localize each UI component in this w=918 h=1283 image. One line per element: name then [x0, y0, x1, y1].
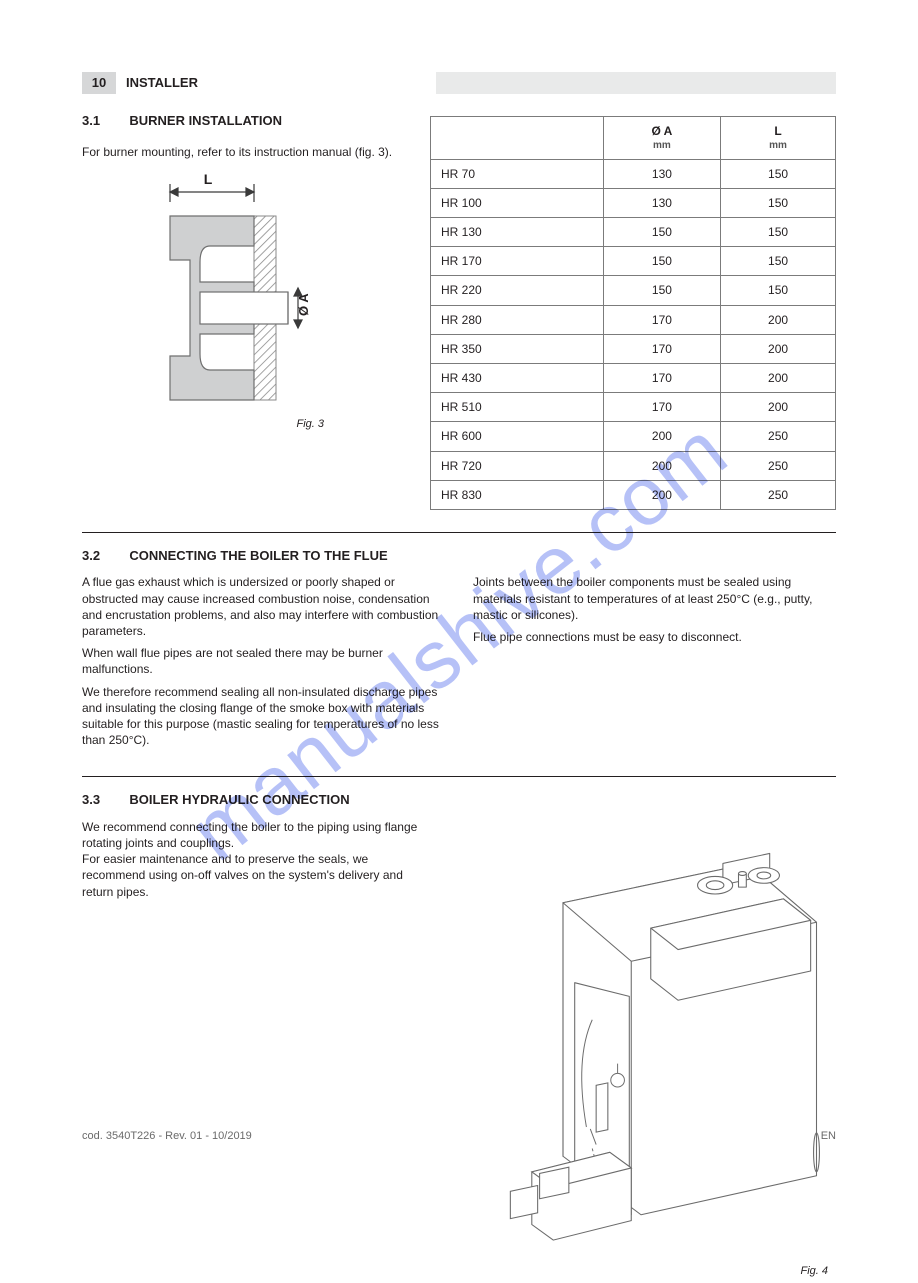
table-cell: 150 — [603, 247, 720, 276]
th-A: Ø A mm — [603, 117, 720, 160]
table-cell: 150 — [721, 247, 836, 276]
table-row: HR 720200250 — [431, 451, 836, 480]
section-title: BOILER HYDRAULIC CONNECTION — [129, 792, 349, 807]
page-footer: cod. 3540T226 - Rev. 01 - 10/2019 EN — [82, 1129, 836, 1144]
table-cell: 150 — [721, 159, 836, 188]
table-row: HR 280170200 — [431, 305, 836, 334]
th-L-main: L — [731, 123, 825, 139]
table-cell: 200 — [721, 364, 836, 393]
intro-text: For burner mounting, refer to its instru… — [82, 144, 402, 160]
th-A-main: Ø A — [614, 123, 710, 139]
header-strip — [436, 72, 836, 94]
th-blank — [431, 117, 604, 160]
table-cell: 170 — [603, 305, 720, 334]
table-cell: HR 430 — [431, 364, 604, 393]
dimension-table: Ø A mm L mm HR 70130150HR 100130150HR 13… — [430, 116, 836, 510]
table-cell: HR 220 — [431, 276, 604, 305]
table-cell: HR 70 — [431, 159, 604, 188]
table-cell: 250 — [721, 422, 836, 451]
p32-2: When wall flue pipes are not sealed ther… — [82, 645, 445, 677]
table-cell: 150 — [721, 188, 836, 217]
fig4-caption: Fig. 4 — [800, 1264, 828, 1279]
dim-A-label: Ø A — [296, 292, 311, 315]
table-row: HR 70130150 — [431, 159, 836, 188]
th-L: L mm — [721, 117, 836, 160]
section-num: 3.2 — [82, 547, 126, 565]
page-header: 10 INSTALLER — [82, 72, 836, 94]
burner-diagram: L — [82, 170, 342, 430]
table-cell: HR 510 — [431, 393, 604, 422]
table-cell: 130 — [603, 159, 720, 188]
table-row: HR 350170200 — [431, 334, 836, 363]
table-cell: HR 100 — [431, 188, 604, 217]
th-A-sub: mm — [614, 139, 710, 153]
section-heading-31: 3.1 BURNER INSTALLATION — [82, 112, 402, 130]
table-cell: HR 170 — [431, 247, 604, 276]
table-cell: HR 130 — [431, 218, 604, 247]
table-cell: 150 — [603, 218, 720, 247]
table-cell: 150 — [721, 276, 836, 305]
table-cell: 170 — [603, 364, 720, 393]
table-row: HR 510170200 — [431, 393, 836, 422]
table-row: HR 600200250 — [431, 422, 836, 451]
th-L-sub: mm — [731, 139, 825, 153]
footer-right: EN — [821, 1129, 836, 1144]
table-row: HR 220150150 — [431, 276, 836, 305]
table-cell: HR 600 — [431, 422, 604, 451]
table-cell: 250 — [721, 480, 836, 509]
table-cell: 150 — [721, 218, 836, 247]
dim-L-label: L — [204, 171, 213, 187]
table-cell: HR 280 — [431, 305, 604, 334]
table-row: HR 170150150 — [431, 247, 836, 276]
table-cell: HR 350 — [431, 334, 604, 363]
table-cell: 130 — [603, 188, 720, 217]
table-row: HR 130150150 — [431, 218, 836, 247]
table-cell: HR 830 — [431, 480, 604, 509]
divider-2 — [82, 776, 836, 777]
p33-2: For easier maintenance and to preserve t… — [82, 851, 422, 900]
table-cell: 200 — [721, 334, 836, 363]
fig3-caption: Fig. 3 — [296, 417, 324, 432]
section-title: BURNER INSTALLATION — [129, 113, 282, 128]
page-number-box: 10 — [82, 72, 116, 94]
table-cell: 200 — [721, 393, 836, 422]
table-cell: 250 — [721, 451, 836, 480]
table-cell: 200 — [721, 305, 836, 334]
footer-left: cod. 3540T226 - Rev. 01 - 10/2019 — [82, 1129, 252, 1144]
page-number: 10 — [92, 74, 106, 92]
table-cell: 200 — [603, 451, 720, 480]
section-heading-32: 3.2 CONNECTING THE BOILER TO THE FLUE — [82, 547, 836, 565]
header-title: INSTALLER — [126, 74, 198, 92]
table-cell: HR 720 — [431, 451, 604, 480]
table-cell: 150 — [603, 276, 720, 305]
p32-4: Joints between the boiler components mus… — [473, 574, 836, 623]
divider-1 — [82, 532, 836, 533]
section-heading-33: 3.3 BOILER HYDRAULIC CONNECTION — [82, 791, 836, 809]
section-num: 3.3 — [82, 791, 126, 809]
table-row: HR 830200250 — [431, 480, 836, 509]
table-row: HR 100130150 — [431, 188, 836, 217]
p32-5: Flue pipe connections must be easy to di… — [473, 629, 836, 645]
section-num: 3.1 — [82, 112, 126, 130]
p32-3: We therefore recommend sealing all non-i… — [82, 684, 445, 749]
p32-1: A flue gas exhaust which is undersized o… — [82, 574, 445, 639]
table-cell: 170 — [603, 393, 720, 422]
table-row: HR 430170200 — [431, 364, 836, 393]
table-cell: 200 — [603, 480, 720, 509]
p33-1: We recommend connecting the boiler to th… — [82, 819, 422, 851]
section-title: CONNECTING THE BOILER TO THE FLUE — [129, 548, 387, 563]
boiler-diagram: Fig. 4 — [446, 819, 836, 1279]
table-cell: 200 — [603, 422, 720, 451]
table-cell: 170 — [603, 334, 720, 363]
